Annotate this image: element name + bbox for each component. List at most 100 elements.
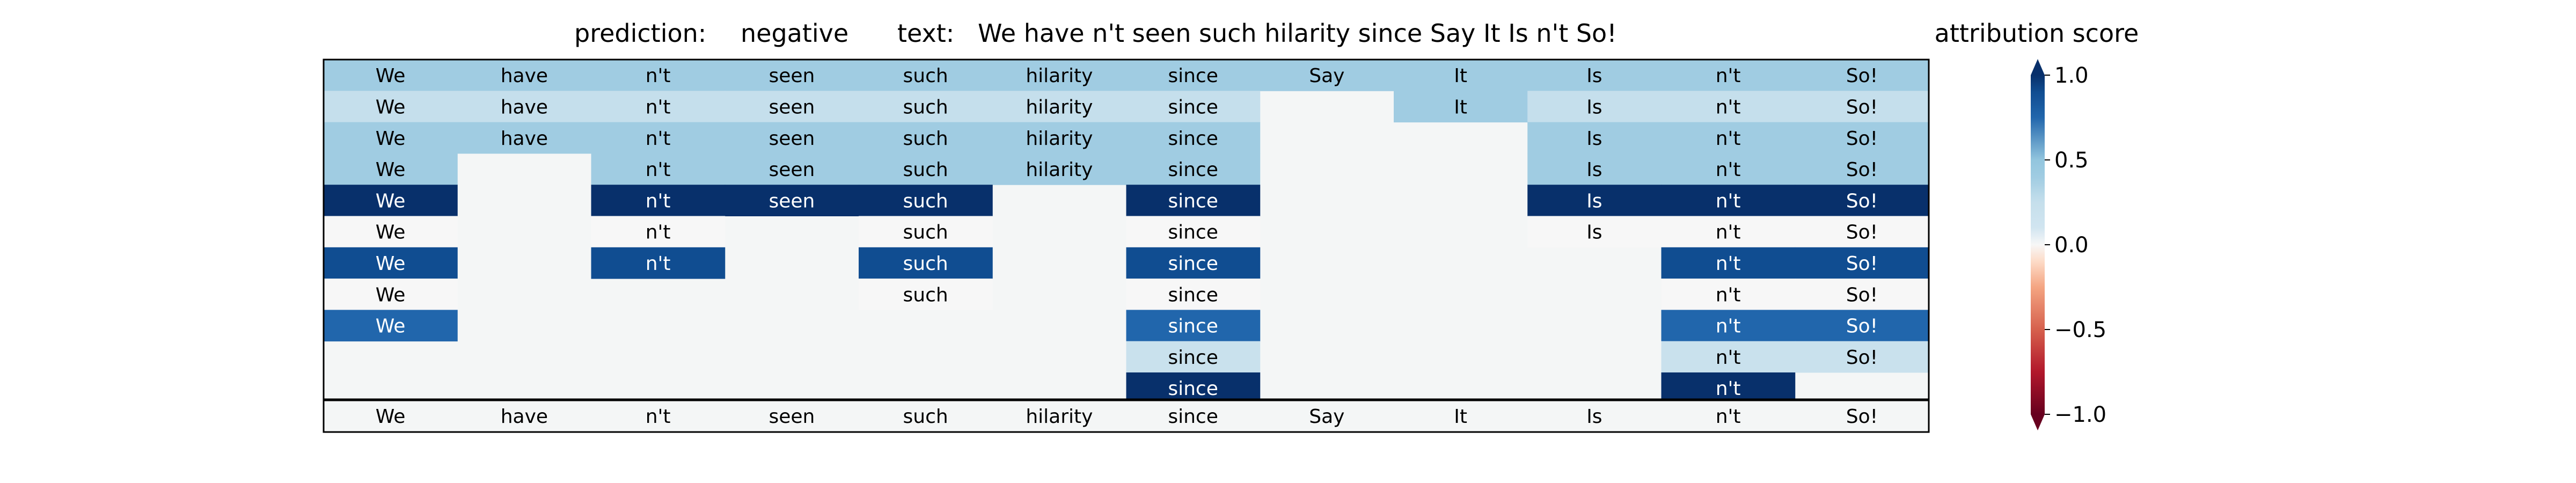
cell-token-label: seen: [769, 190, 815, 212]
heatmap-cell: [324, 216, 458, 248]
cell-token-label: since: [1168, 347, 1218, 369]
colorbar-max-extend: [2031, 59, 2045, 75]
cell-token-label: such: [903, 222, 948, 244]
heatmap-cell: [1795, 310, 1929, 342]
heatmap-cell: [1661, 60, 1796, 91]
heatmap-row: We have n't seen such hilarity since It Is n't So!: [324, 91, 1929, 123]
heatmap-cell: [1527, 153, 1662, 185]
heatmap-cell: [992, 122, 1126, 154]
title-prediction-label: prediction:: [574, 19, 706, 48]
heatmap-cell: [859, 216, 993, 248]
token-axis-row: We have n't seen such hilarity since Say It Is n't…: [323, 398, 1930, 433]
cell-token-label: So!: [1846, 347, 1878, 369]
heatmap-row: since n't So!: [1126, 341, 1929, 373]
heatmap-cell: [1126, 122, 1261, 154]
cell-token-label: such: [903, 253, 948, 275]
cell-token-label: such: [903, 96, 948, 118]
heatmap-cell: [457, 122, 591, 154]
cell-token-label: n't: [1716, 284, 1741, 306]
cell-token-label: since: [1168, 96, 1218, 118]
cell-token-label: hilarity: [1026, 65, 1093, 87]
cell-token-label: Is: [1586, 65, 1602, 87]
heatmap-cell: [591, 153, 726, 185]
cell-token-label: such: [903, 128, 948, 150]
cell-token-label: Is: [1586, 128, 1602, 150]
colorbar-tick-label: 0.0: [2054, 233, 2089, 258]
heatmap-cell: [1661, 185, 1796, 216]
cell-token-label: hilarity: [1026, 128, 1093, 150]
cell-token-label: n't: [646, 65, 671, 87]
heatmap-cell: [1527, 91, 1662, 123]
cell-token-label: since: [1168, 378, 1218, 400]
cell-token-label: It: [1454, 96, 1467, 118]
heatmap-cell: [324, 185, 458, 216]
cell-token-label: n't: [1716, 65, 1741, 87]
heatmap-cell: [859, 247, 993, 279]
cell-token-label: We: [376, 253, 406, 275]
heatmap-cell: [1126, 341, 1261, 373]
heatmap-cell: [1126, 91, 1261, 123]
heatmap-cell: [724, 153, 859, 185]
heatmap-cell: [724, 185, 859, 216]
cell-token-label: seen: [769, 96, 815, 118]
heatmap-cell: [1795, 91, 1929, 123]
cell-token-label: since: [1168, 128, 1218, 150]
heatmap-cell: [1795, 247, 1929, 279]
cell-token-label: n't: [1716, 96, 1741, 118]
heatmap-cell: [1661, 216, 1796, 248]
cell-token-label: So!: [1846, 159, 1878, 181]
heatmap-cell: [457, 91, 591, 123]
token-label: So!: [1846, 406, 1878, 428]
token-label: We: [376, 406, 406, 428]
heatmap-cell: [591, 185, 726, 216]
heatmap-cell: [1661, 153, 1796, 185]
heatmap-cell: [1126, 279, 1261, 310]
token-label: since: [1168, 406, 1218, 428]
heatmap-cell: [859, 279, 993, 310]
title-prediction-value: negative: [741, 19, 848, 48]
heatmap-cell: [992, 153, 1126, 185]
heatmap-cell: [1795, 185, 1929, 216]
heatmap-cell: [324, 153, 458, 185]
heatmap-cell: [1394, 60, 1528, 91]
cell-token-label: have: [501, 128, 548, 150]
cell-token-label: We: [376, 316, 406, 338]
token-label: Say: [1309, 406, 1344, 428]
cell-token-label: hilarity: [1026, 96, 1093, 118]
cell-token-label: We: [376, 65, 406, 87]
heatmap-cell: [591, 247, 726, 279]
cell-token-label: So!: [1846, 284, 1878, 306]
cell-token-label: since: [1168, 284, 1218, 306]
cell-token-label: Say: [1309, 65, 1344, 87]
cell-token-label: n't: [1716, 253, 1741, 275]
cell-token-label: n't: [1716, 347, 1741, 369]
cell-token-label: n't: [1716, 128, 1741, 150]
token-axis-frame: [323, 399, 1930, 433]
cell-token-label: n't: [1716, 159, 1741, 181]
cell-token-label: We: [376, 190, 406, 212]
cell-token-label: It: [1454, 65, 1467, 87]
colorbar: attribution score 1.0 0.5 0.0 −0.5 −1.0: [1935, 19, 2139, 430]
cell-token-label: So!: [1846, 316, 1878, 338]
cell-token-label: hilarity: [1026, 159, 1093, 181]
heatmap-row: We since n't So!: [324, 310, 1929, 342]
heatmap-cell: [1661, 91, 1796, 123]
heatmap-cell: [1126, 185, 1261, 216]
cell-token-label: since: [1168, 65, 1218, 87]
heatmap-cell: [1661, 310, 1796, 342]
cell-token-label: So!: [1846, 96, 1878, 118]
heatmap-cell: [324, 310, 458, 342]
token-label: n't: [1716, 406, 1741, 428]
cell-token-label: So!: [1846, 222, 1878, 244]
cell-token-label: seen: [769, 128, 815, 150]
heatmap-cell: [859, 122, 993, 154]
heatmap-cell: [591, 91, 726, 123]
colorbar-gradient: [2031, 75, 2045, 414]
heatmap-cell: [324, 60, 458, 91]
colorbar-min-extend: [2031, 414, 2045, 430]
cell-token-label: since: [1168, 159, 1218, 181]
heatmap-cell: [591, 216, 726, 248]
heatmap-cell: [1126, 153, 1261, 185]
cell-token-label: We: [376, 222, 406, 244]
heatmap-cell: [1126, 216, 1261, 248]
